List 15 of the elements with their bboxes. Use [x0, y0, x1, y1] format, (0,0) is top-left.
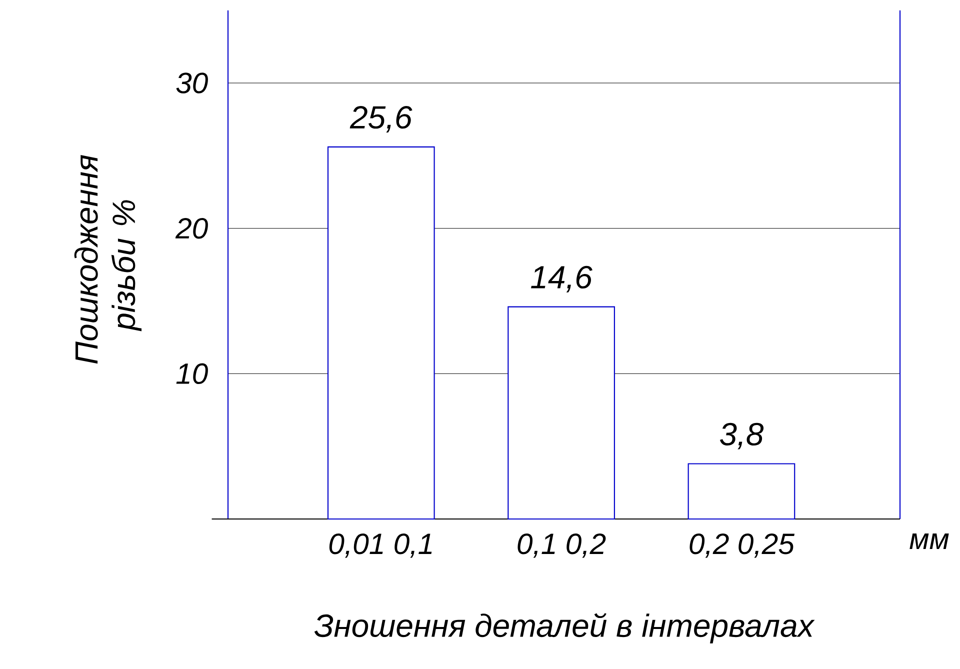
y-axis-title: Пошкодження різьби %	[74, 155, 142, 364]
bar	[688, 463, 796, 520]
data-label: 3,8	[720, 422, 764, 450]
x-tick-label: 0,2 0,25	[690, 533, 795, 558]
bar	[508, 306, 615, 520]
x-tick-label: 0,1 0,2	[518, 533, 606, 558]
data-label: 25,6	[350, 106, 412, 132]
y-tick-label: 30	[176, 72, 208, 94]
y-tick-label: 10	[176, 363, 208, 384]
text: мм	[910, 533, 949, 549]
y-tick-label: 20	[175, 218, 208, 239]
bar	[327, 146, 435, 520]
x-axis-title: Зношення деталей в інтервалах	[314, 613, 815, 644]
x-tick-label: 0,01 0,1	[329, 533, 432, 558]
data-label: 14,6	[531, 266, 592, 292]
